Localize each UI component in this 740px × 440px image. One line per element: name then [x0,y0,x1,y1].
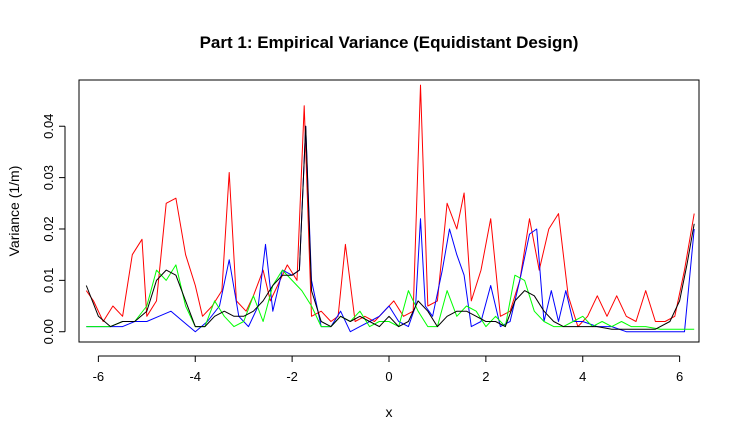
series-line-4 [85,125,695,330]
y-tick-label: 0.02 [41,216,56,241]
series-line-3 [86,264,695,330]
plot-box [78,79,700,343]
series-line-2 [86,125,695,333]
y-tick-label: 0.04 [41,114,56,139]
y-tick-label: 0.00 [41,319,56,344]
x-axis: -6 -4 -2 0 2 4 6 [93,355,683,384]
y-tick-label: 0.01 [41,268,56,293]
x-tick-label: 0 [385,369,392,384]
y-axis: 0.00 0.01 0.02 0.03 0.04 [41,114,66,344]
x-tick-label: 4 [579,369,586,384]
x-tick-label: 2 [482,369,489,384]
y-axis-label: Variance (1/m) [6,166,22,257]
series-group [85,84,695,333]
y-tick-label: 0.03 [41,165,56,190]
chart-title: Part 1: Empirical Variance (Equidistant … [200,33,579,52]
series-line-1 [85,84,695,328]
x-axis-label: x [386,404,393,420]
x-tick-label: -6 [93,369,105,384]
x-tick-label: 6 [676,369,683,384]
x-tick-label: -2 [286,369,298,384]
x-tick-label: -4 [189,369,201,384]
